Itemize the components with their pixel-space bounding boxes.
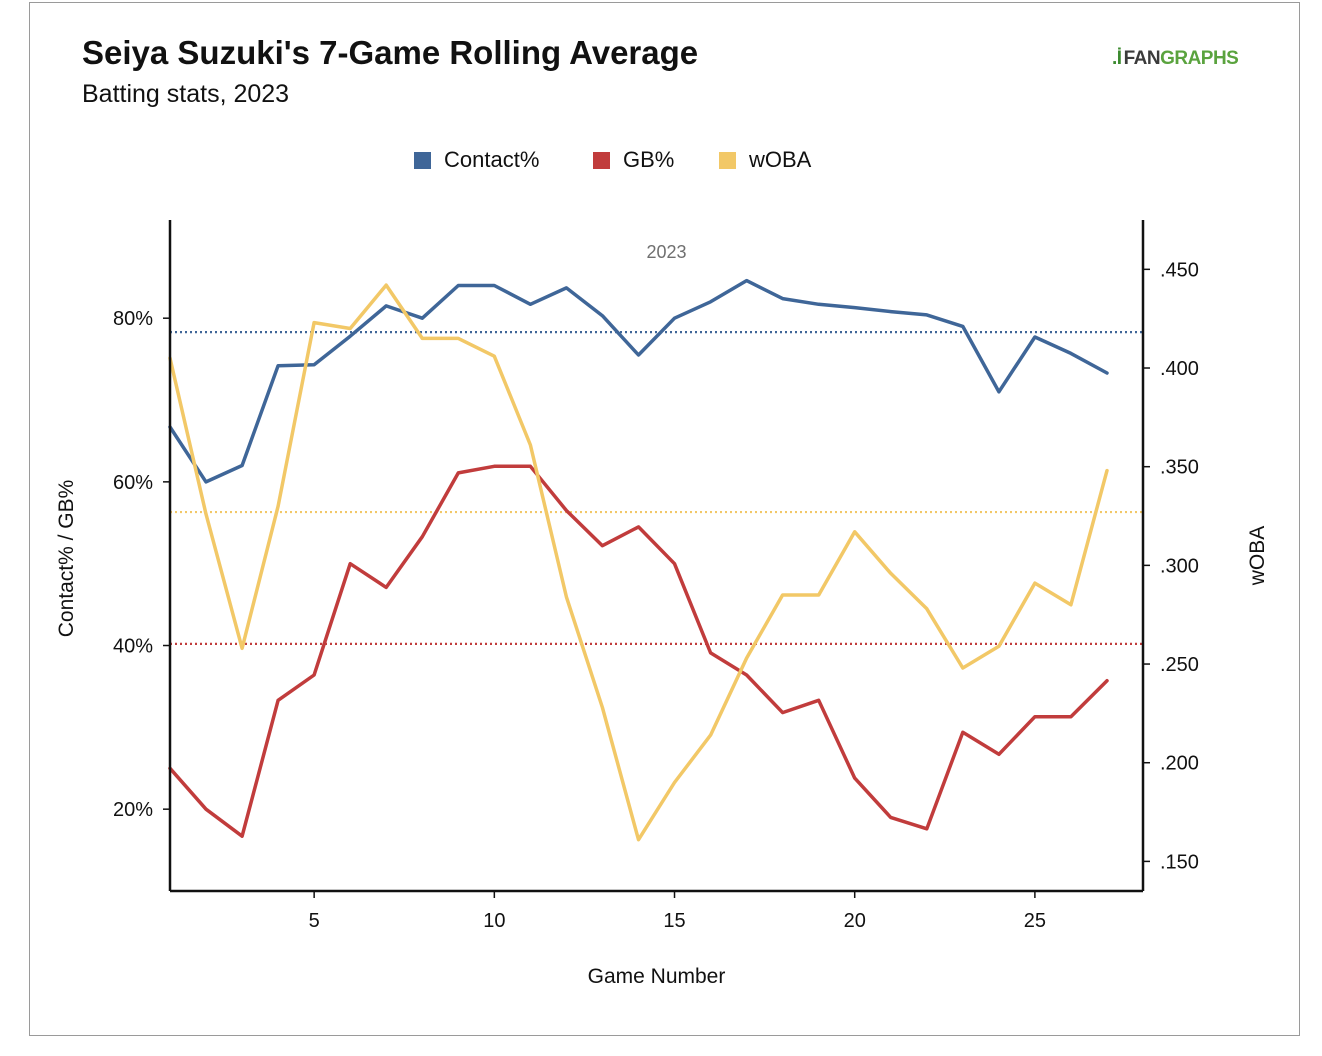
x-tick-label: 15 [663,910,685,932]
x-tick-label: 10 [483,910,505,932]
y-right-tick-label: .250 [1160,654,1199,676]
legend-label-woba: wOBA [749,147,812,172]
series-line-contact-pct [168,278,1109,484]
y-left-tick-label: 40% [113,636,153,658]
y-right-tick-label: .150 [1160,851,1199,873]
legend-swatch-contact [414,151,431,169]
series-line-woba [168,283,1109,842]
fangraphs-logo: .İ FANGRAPHS [1112,48,1239,70]
y-right-tick-label: .400 [1160,358,1199,380]
x-tick-label: 20 [844,910,866,932]
y-right-tick-label: .300 [1160,555,1199,577]
y-right-tick-label: .350 [1160,457,1199,479]
chart-frame [29,2,1300,1036]
series-line-gb-pct [168,464,1109,838]
y-right-tick-label: .450 [1160,259,1199,281]
legend-swatch-woba [719,151,736,169]
y-axis-right-title: wOBA [1246,526,1269,587]
x-tick-label: 25 [1024,910,1046,932]
fangraphs-logo-mark: .İ [1112,48,1122,69]
legend-item-gb: GB% [593,147,674,173]
y-right-tick-label: .200 [1160,753,1199,775]
y-left-tick-label: 80% [113,308,153,330]
legend-item-woba: wOBA [719,147,811,173]
year-annotation: 2023 [646,242,686,262]
y-left-tick-label: 60% [113,472,153,494]
chart-title: Seiya Suzuki's 7-Game Rolling Average [82,34,699,71]
chart-legend: Contact% GB% wOBA [0,147,1322,177]
legend-item-contact: Contact% [414,147,539,173]
x-tick-label: 5 [309,910,320,932]
fangraphs-logo-graphs: GRAPHS [1160,48,1239,69]
chart-subtitle: Batting stats, 2023 [82,80,290,108]
legend-label-contact: Contact% [444,147,540,172]
y-axis-left-title: Contact% / GB% [55,480,78,638]
x-axis-title: Game Number [588,965,726,988]
legend-swatch-gb [593,151,610,169]
fangraphs-logo-fan: FAN [1123,48,1161,69]
y-left-tick-label: 20% [113,799,153,821]
legend-label-gb: GB% [623,147,675,172]
